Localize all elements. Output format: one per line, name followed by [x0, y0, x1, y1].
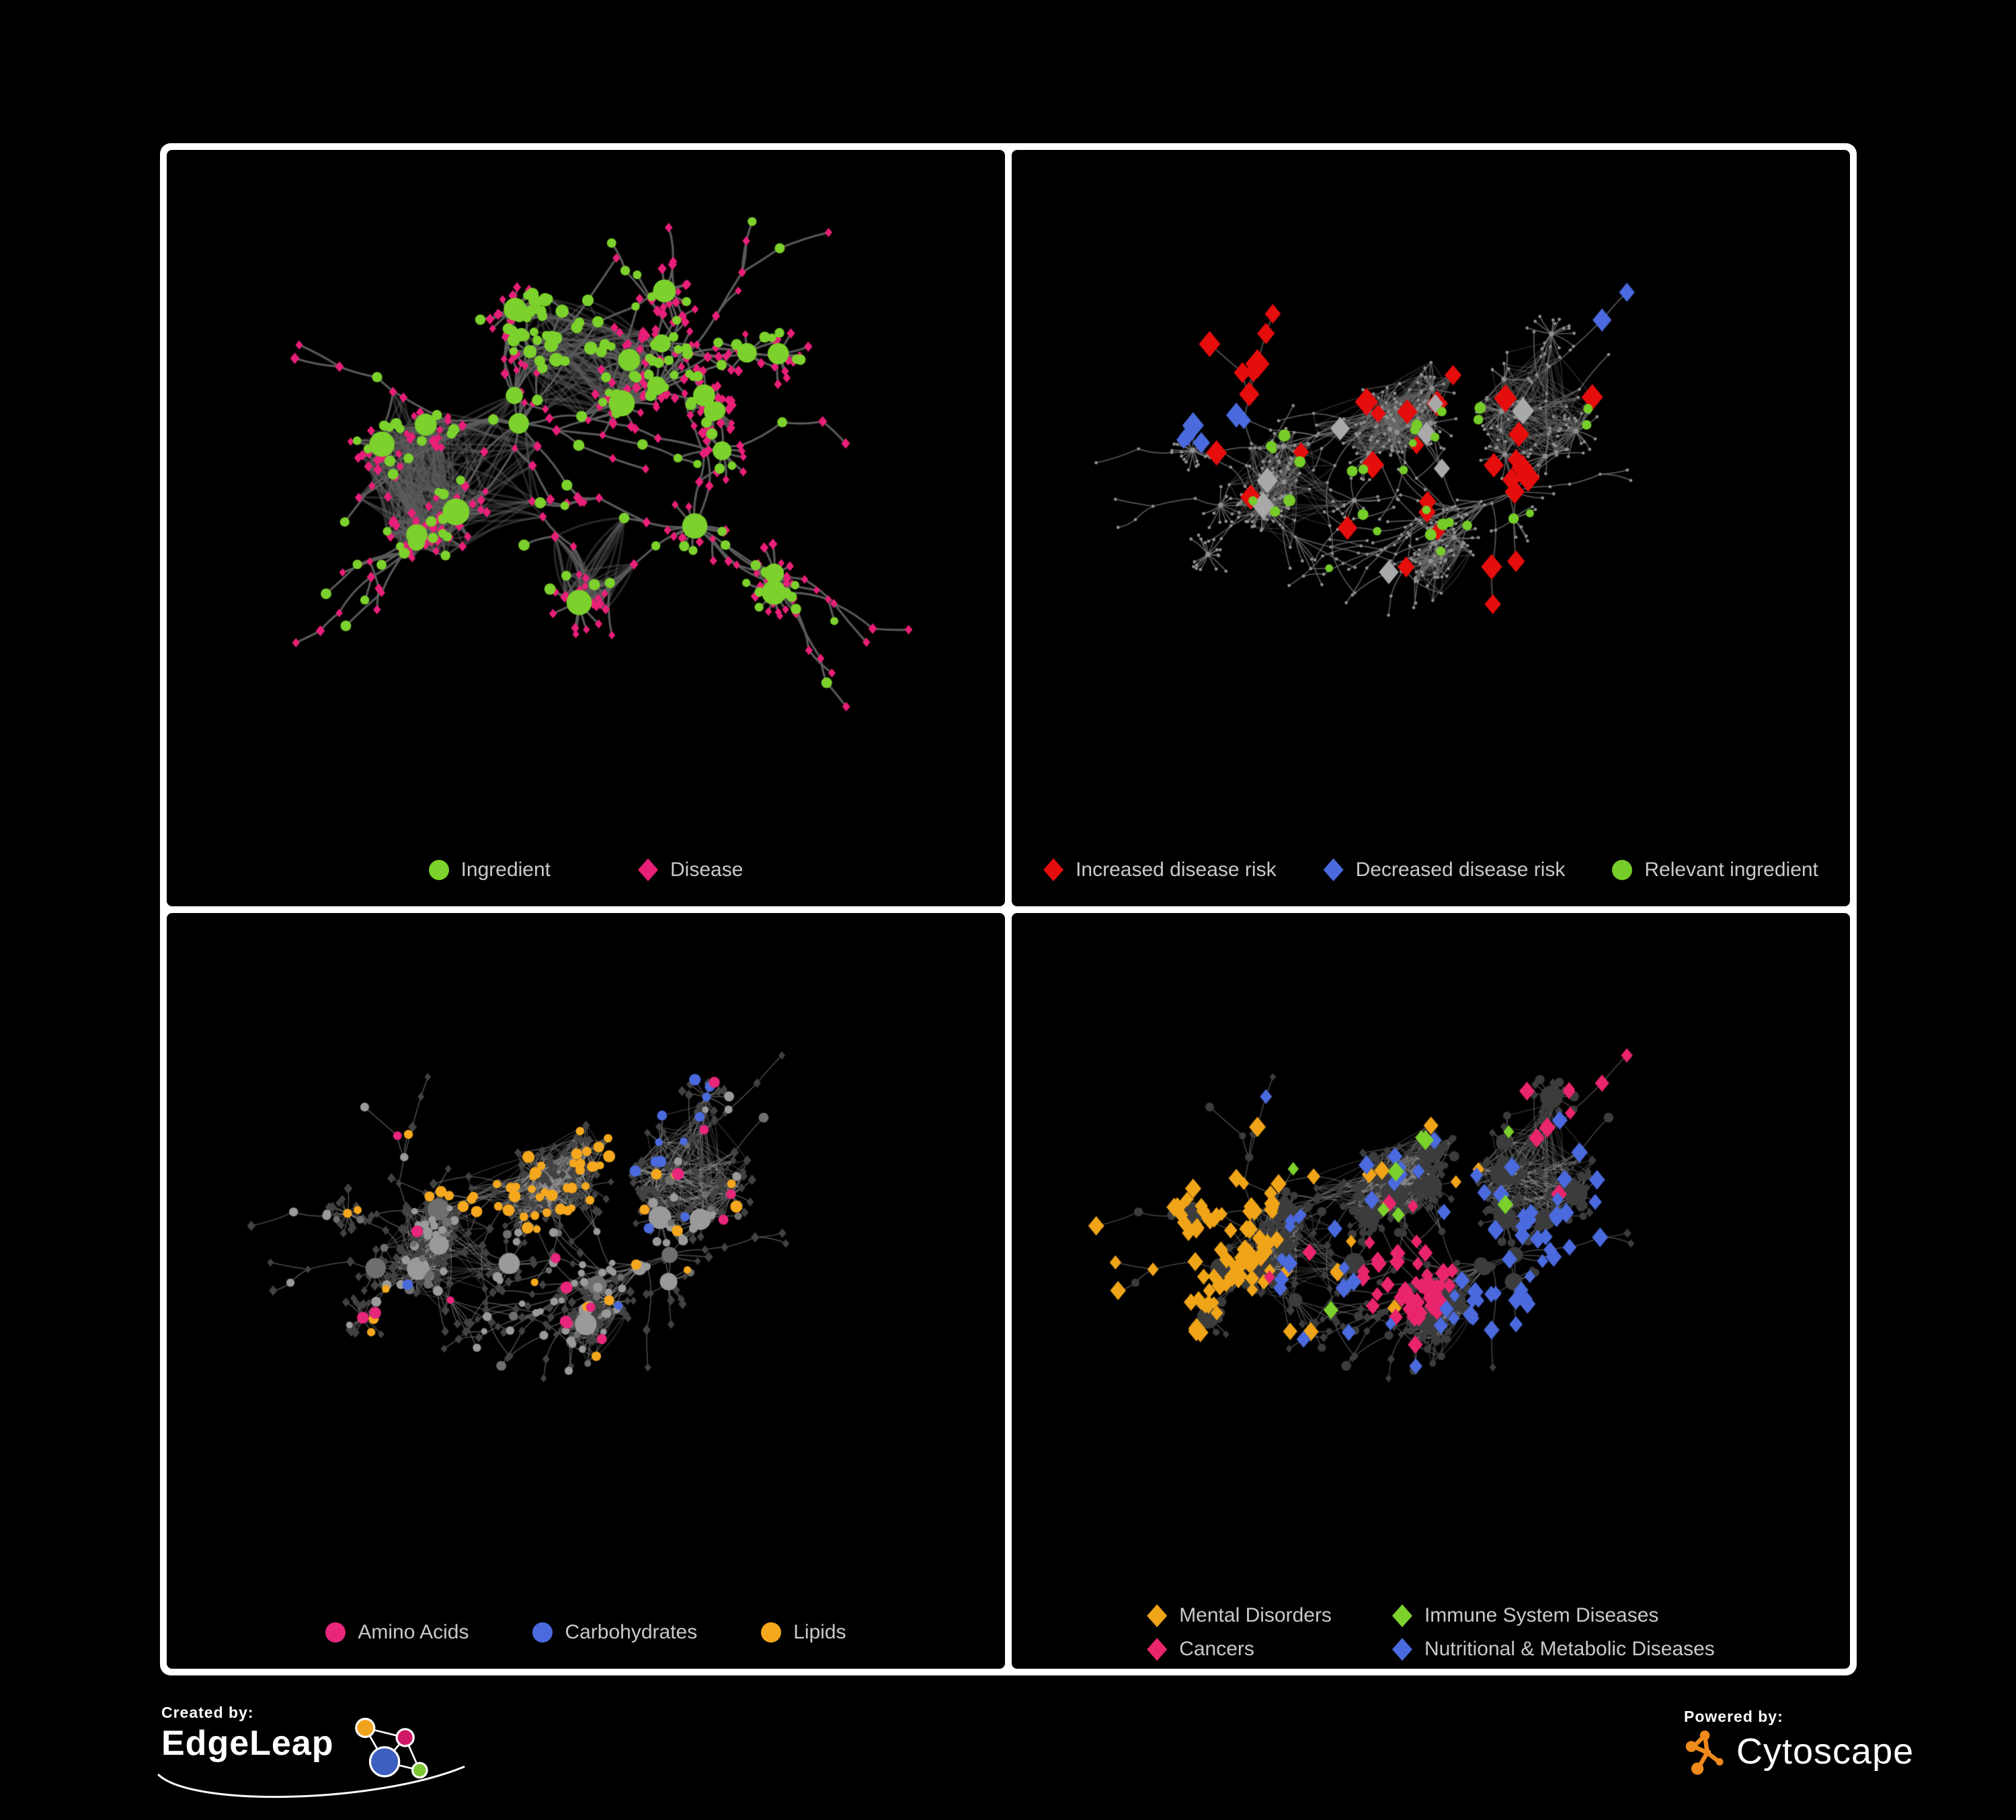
legend-diamond-icon [1147, 1638, 1168, 1661]
legend-diamond-icon [1392, 1604, 1412, 1628]
legend-diamond-icon [638, 858, 659, 881]
edgeleap-brand-row: EdgeLeap [161, 1717, 497, 1794]
legend-item-increased-disease-risk: Increased disease risk [1043, 858, 1277, 881]
legend-item-carbohydrates: Carbohydrates [532, 1621, 697, 1644]
edgeleap-logo-text: EdgeLeap [161, 1724, 334, 1763]
legend-diamond-icon [1323, 858, 1344, 881]
panel-disease-categories: Mental Disorders Immune System Diseases Ca… [1012, 912, 1850, 1669]
legend-item-relevant-ingredient: Relevant ingredient [1612, 859, 1818, 881]
panel-ingredient-disease: Ingredient Disease [167, 150, 1005, 906]
cytoscape-brand-row: Cytoscape [1684, 1727, 1993, 1776]
legend-label: Amino Acids [358, 1621, 469, 1644]
cytoscape-logo-icon [1685, 1730, 1724, 1775]
created-by-label: Created by: [161, 1704, 254, 1721]
legend-nutrients: Amino Acids Carbohydrates Lipids [167, 1597, 1005, 1669]
legend-item-ingredient: Ingredient [428, 858, 551, 881]
edgeleap-logo-graph-icon [354, 1717, 428, 1779]
cytoscape-credit: Powered by: Cytoscape [1684, 1708, 1993, 1776]
legend-item-lipids: Lipids [761, 1621, 846, 1644]
cytoscape-logo-text: Cytoscape [1736, 1731, 1914, 1772]
legend-label: Nutritional & Metabolic Diseases [1424, 1638, 1715, 1661]
legend-label: Decreased disease risk [1355, 858, 1566, 881]
legend-item-mental-disorders: Mental Disorders [1147, 1604, 1332, 1628]
legend-disease-categories: Mental Disorders Immune System Diseases Ca… [1012, 1597, 1850, 1669]
network-canvas-ingredient-disease [167, 150, 1005, 834]
legend-label: Lipids [793, 1621, 846, 1644]
legend-item-immune-system-diseases: Immune System Diseases [1392, 1604, 1715, 1628]
legend-circle-icon [532, 1622, 553, 1643]
legend-circle-icon [428, 859, 449, 880]
legend-item-amino-acids: Amino Acids [325, 1621, 469, 1644]
legend-label: Increased disease risk [1076, 858, 1277, 881]
powered-by-label: Powered by: [1684, 1708, 1783, 1725]
legend-circle-icon [325, 1622, 346, 1643]
legend-diamond-icon [1147, 1604, 1168, 1628]
network-canvas-disease-risk [1012, 150, 1850, 834]
panel-nutrients: Amino Acids Carbohydrates Lipids [167, 912, 1005, 1669]
legend-circle-icon [761, 1622, 782, 1643]
legend-label: Ingredient [460, 858, 551, 881]
legend-label: Cancers [1179, 1638, 1254, 1661]
network-canvas-disease-categories [1012, 912, 1850, 1597]
edgeleap-credit: Created by: EdgeLeap [157, 1704, 497, 1798]
legend-label: Mental Disorders [1179, 1604, 1332, 1627]
panel-disease-risk: Increased disease risk Decreased disease … [1012, 150, 1850, 906]
legend-circle-icon [1612, 859, 1633, 880]
legend-item-cancers: Cancers [1147, 1638, 1332, 1661]
legend-item-nutritional-metabolic-diseases: Nutritional & Metabolic Diseases [1392, 1638, 1715, 1661]
legend-disease-risk: Increased disease risk Decreased disease … [1012, 834, 1850, 906]
network-canvas-nutrients [167, 912, 1005, 1597]
panels-grid: Ingredient Disease Increased disease risk… [160, 143, 1857, 1675]
legend-item-decreased-disease-risk: Decreased disease risk [1323, 858, 1566, 881]
legend-diamond-icon [1043, 858, 1064, 881]
legend-label: Carbohydrates [565, 1621, 698, 1644]
legend-label: Relevant ingredient [1644, 858, 1818, 881]
legend-diamond-icon [1392, 1638, 1412, 1661]
legend-label: Immune System Diseases [1424, 1604, 1659, 1627]
legend-item-disease: Disease [638, 858, 743, 881]
legend-ingredient-disease: Ingredient Disease [167, 834, 1005, 906]
legend-label: Disease [670, 858, 743, 881]
